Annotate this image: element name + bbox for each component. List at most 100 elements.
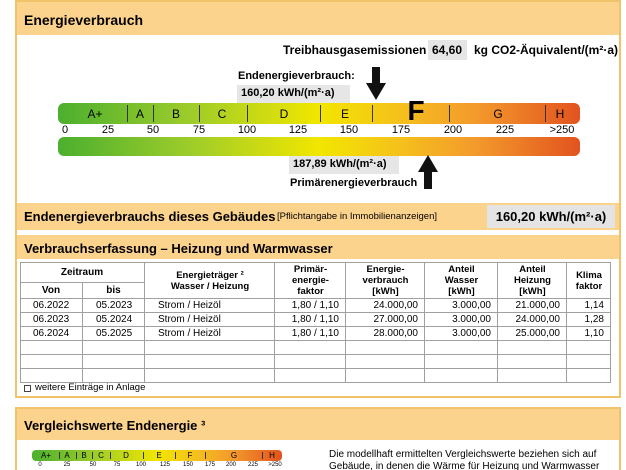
- emissions-label: Treibhausgasemissionen: [283, 43, 427, 57]
- class-label: D: [279, 106, 289, 121]
- building-value: 160,20 kWh/(m²·a): [495, 209, 607, 224]
- class-label: F: [187, 450, 193, 460]
- column-header: Anteil: [448, 264, 475, 275]
- scale-number: 225: [247, 462, 258, 468]
- scale-number: 75: [192, 124, 206, 136]
- class-separator: [449, 105, 450, 122]
- class-label: G: [230, 450, 238, 460]
- column-header-cell: [498, 262, 567, 299]
- scale-number: 75: [113, 462, 121, 468]
- column-header: Heizung: [514, 275, 551, 286]
- class-separator: [76, 452, 77, 459]
- column-header: energie-: [292, 275, 329, 286]
- column-header: Wasser: [444, 275, 479, 286]
- class-label: C: [217, 106, 227, 121]
- class-label: G: [493, 106, 503, 121]
- footnote: weitere Einträge in Anlage: [35, 382, 146, 393]
- table-cell: [275, 355, 346, 369]
- scale-number: 225: [495, 124, 515, 136]
- table-cell: [20, 341, 83, 355]
- building-note: [Pflichtangabe in Immobilienanzeigen]: [277, 211, 438, 222]
- comparison-text: Gebäude, in denen die Wärme für Heizung …: [329, 461, 600, 470]
- class-separator: [247, 105, 248, 122]
- consumption-title: Verbrauchserfassung – Heizung und Warmwa…: [24, 241, 333, 256]
- table-cell: 3.000,00: [425, 313, 498, 327]
- column-header: Klima: [576, 269, 602, 281]
- column-header-cell: [346, 262, 425, 299]
- column-header: [kWh]: [519, 286, 546, 297]
- scale-number: 50: [89, 462, 97, 468]
- class-label: A: [135, 106, 144, 121]
- table-cell: Strom / Heizöl: [145, 299, 275, 313]
- comparison-title: Vergleichswerte Endenergie ³: [24, 418, 206, 433]
- table-cell: 24.000,00: [498, 313, 567, 327]
- table-cell: [145, 369, 275, 383]
- table-cell: 06.2022: [20, 299, 83, 313]
- table-cell: [83, 369, 145, 383]
- table-cell: [346, 355, 425, 369]
- mini-scale-bar: [32, 450, 282, 461]
- table-frame: [20, 262, 611, 383]
- column-header: verbrauch: [362, 275, 409, 286]
- final-arrow: [366, 67, 386, 100]
- table-cell: [275, 369, 346, 383]
- class-separator: [143, 452, 144, 459]
- class-label: D: [123, 450, 129, 460]
- table-cell: [83, 355, 145, 369]
- table-cell: 1,14: [567, 299, 611, 313]
- table-cell: [425, 341, 498, 355]
- table-cell: 05.2025: [83, 327, 145, 341]
- table-cell: 28.000,00: [346, 327, 425, 341]
- scale-number: 200: [443, 124, 463, 136]
- scale-number: >250: [268, 462, 282, 468]
- scale-number: 175: [391, 124, 411, 136]
- table-cell: 06.2024: [20, 327, 83, 341]
- scale-number: 0: [61, 124, 69, 136]
- table-cell: [346, 341, 425, 355]
- table-cell: 27.000,00: [346, 313, 425, 327]
- building-value-box: [487, 205, 615, 228]
- class-separator: [110, 452, 111, 459]
- table-cell: [567, 369, 611, 383]
- column-header-cell: [145, 262, 275, 299]
- energy-header: [17, 2, 619, 35]
- class-separator: [199, 105, 200, 122]
- class-label: H: [269, 450, 275, 460]
- class-label: B: [171, 106, 180, 121]
- to-header: bis: [83, 283, 145, 299]
- table-cell: Strom / Heizöl: [145, 313, 275, 327]
- table-cell: [20, 355, 83, 369]
- final-label: Endenergieverbrauch:: [238, 70, 355, 82]
- table-cell: Strom / Heizöl: [145, 327, 275, 341]
- class-label: E: [156, 450, 162, 460]
- checkbox: [24, 385, 31, 392]
- primary-arrow: [418, 155, 438, 189]
- scale-number: 0: [38, 462, 42, 468]
- scale-number: 150: [182, 462, 193, 468]
- table-cell: 24.000,00: [346, 299, 425, 313]
- primary-label: Primärenergieverbrauch: [290, 177, 418, 189]
- class-separator: [205, 452, 206, 459]
- class-separator: [262, 452, 263, 459]
- column-header: Energie-: [366, 264, 405, 275]
- class-separator: [59, 452, 60, 459]
- table-cell: [498, 355, 567, 369]
- table-cell: [145, 341, 275, 355]
- class-label: H: [555, 106, 565, 121]
- table-cell: [425, 355, 498, 369]
- class-separator: [372, 105, 373, 122]
- table-cell: 05.2024: [83, 313, 145, 327]
- table-cell: 1,80 / 1,10: [275, 299, 346, 313]
- from-header: Von: [20, 283, 83, 299]
- table-cell: 3.000,00: [425, 299, 498, 313]
- class-label: C: [98, 450, 104, 460]
- table-cell: [145, 355, 275, 369]
- class-label: A+: [87, 106, 103, 121]
- final-box: [237, 85, 350, 103]
- scale-number: 175: [204, 462, 215, 468]
- energy-card: [15, 0, 621, 398]
- class-label: A+: [40, 450, 51, 460]
- scale-number: 125: [159, 462, 170, 468]
- column-header: faktor: [575, 280, 603, 292]
